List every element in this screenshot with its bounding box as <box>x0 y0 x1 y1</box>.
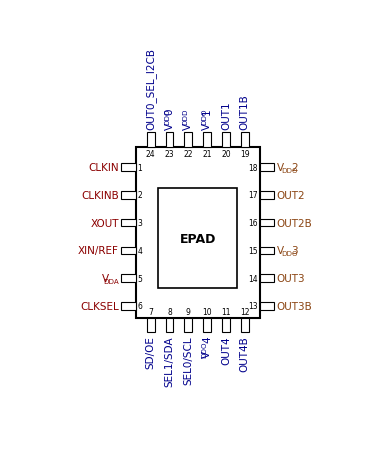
Text: 16: 16 <box>248 219 258 228</box>
Text: 20: 20 <box>221 149 231 158</box>
Text: 19: 19 <box>240 149 250 158</box>
Text: DDO: DDO <box>282 250 298 257</box>
Text: 18: 18 <box>248 163 258 172</box>
Text: 11: 11 <box>221 308 231 317</box>
Text: V: V <box>277 163 284 173</box>
Bar <box>121 164 136 172</box>
Text: 23: 23 <box>165 149 174 158</box>
Text: 12: 12 <box>240 308 249 317</box>
Text: OUT2B: OUT2B <box>277 218 312 228</box>
Text: SEL0/SCL: SEL0/SCL <box>183 336 193 384</box>
Bar <box>241 133 249 147</box>
Text: OUT3B: OUT3B <box>277 301 312 311</box>
Text: DDO: DDO <box>282 167 298 174</box>
Text: 7: 7 <box>148 308 153 317</box>
Bar <box>203 318 211 333</box>
Text: SEL1/SDA: SEL1/SDA <box>165 336 174 386</box>
Text: 0: 0 <box>165 109 174 115</box>
Bar <box>166 133 173 147</box>
Text: 2: 2 <box>138 191 142 200</box>
Bar <box>184 318 192 333</box>
Bar <box>241 318 249 333</box>
Text: V: V <box>102 273 109 283</box>
Text: V: V <box>202 350 212 357</box>
Bar <box>203 133 211 147</box>
Text: CLKSEL: CLKSEL <box>80 301 119 311</box>
Bar <box>184 133 192 147</box>
Bar <box>136 147 260 318</box>
Text: 14: 14 <box>248 274 258 283</box>
Text: V: V <box>202 123 212 130</box>
Text: DDO: DDO <box>164 109 170 125</box>
Text: OUT3: OUT3 <box>277 273 305 283</box>
Bar <box>121 274 136 282</box>
Bar <box>222 133 230 147</box>
Text: 17: 17 <box>248 191 258 200</box>
Text: CLKIN: CLKIN <box>88 163 119 173</box>
Text: OUT2: OUT2 <box>277 191 305 201</box>
Bar <box>147 318 155 333</box>
Bar <box>147 133 155 147</box>
Text: 13: 13 <box>248 302 258 310</box>
Text: 4: 4 <box>138 246 142 255</box>
Text: 1: 1 <box>202 109 212 115</box>
Bar <box>121 192 136 199</box>
Text: CLKINB: CLKINB <box>81 191 119 201</box>
Bar <box>166 318 173 333</box>
Text: OUT4: OUT4 <box>221 336 231 364</box>
Text: 5: 5 <box>138 274 142 283</box>
Bar <box>222 318 230 333</box>
Text: DDO: DDO <box>201 340 207 357</box>
Text: DDD: DDD <box>183 109 188 125</box>
Text: SD/OE: SD/OE <box>146 336 156 369</box>
Text: XOUT: XOUT <box>90 218 119 228</box>
Text: V: V <box>277 246 284 256</box>
Text: 10: 10 <box>202 308 212 317</box>
Text: 24: 24 <box>146 149 155 158</box>
Text: DDO: DDO <box>201 109 207 125</box>
Text: 2: 2 <box>291 163 298 173</box>
Bar <box>121 247 136 255</box>
Bar <box>260 302 274 310</box>
Text: 9: 9 <box>186 308 191 317</box>
Text: 21: 21 <box>202 149 212 158</box>
Bar <box>158 189 238 288</box>
Text: 15: 15 <box>248 246 258 255</box>
Bar <box>260 192 274 199</box>
Text: OUT1: OUT1 <box>221 101 231 130</box>
Text: XIN/REF: XIN/REF <box>78 246 119 256</box>
Bar <box>260 164 274 172</box>
Text: 6: 6 <box>138 302 142 310</box>
Bar <box>260 247 274 255</box>
Text: OUT1B: OUT1B <box>240 94 250 130</box>
Text: EPAD: EPAD <box>179 232 216 245</box>
Text: 3: 3 <box>138 219 142 228</box>
Text: V: V <box>183 123 193 130</box>
Text: 3: 3 <box>291 246 298 256</box>
Bar <box>121 219 136 227</box>
Text: V: V <box>165 123 174 130</box>
Bar <box>260 219 274 227</box>
Text: DDA: DDA <box>103 278 119 284</box>
Bar <box>121 302 136 310</box>
Text: OUT0_SEL_I2CB: OUT0_SEL_I2CB <box>145 48 156 130</box>
Text: 8: 8 <box>167 308 172 317</box>
Text: OUT4B: OUT4B <box>240 336 250 371</box>
Text: 22: 22 <box>184 149 193 158</box>
Text: 4: 4 <box>202 336 212 342</box>
Bar <box>260 274 274 282</box>
Text: 1: 1 <box>138 163 142 172</box>
